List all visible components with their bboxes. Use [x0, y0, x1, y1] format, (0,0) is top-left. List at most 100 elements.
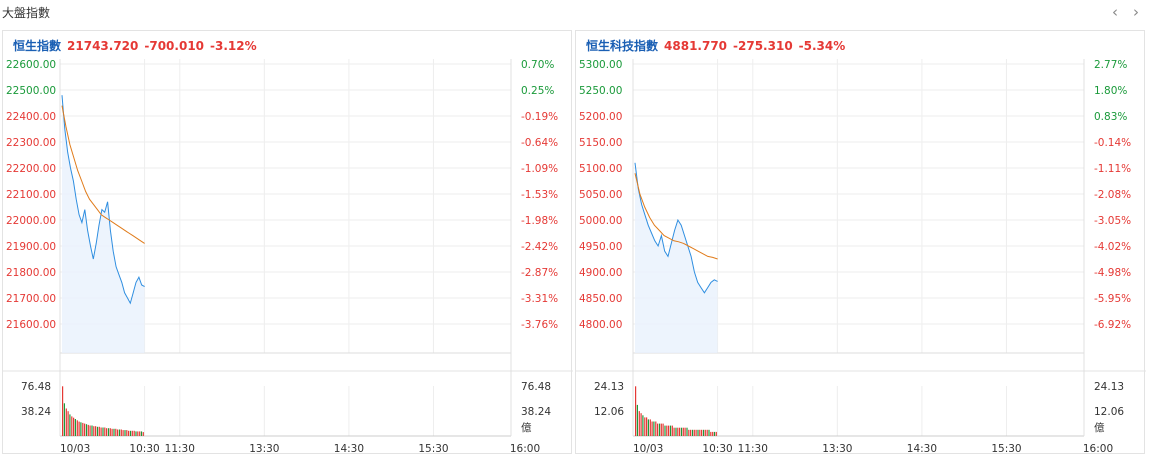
volume-bar	[642, 415, 644, 436]
page-title: 大盤指數	[2, 6, 51, 20]
price-axis-label: 4900.00	[579, 267, 622, 279]
time-axis-label: 11:30	[165, 443, 195, 455]
volume-bar	[677, 427, 679, 436]
volume-bar	[686, 427, 688, 436]
pct-axis-label: -4.98%	[1094, 267, 1131, 279]
volume-bar	[117, 429, 119, 436]
volume-bar	[688, 429, 690, 436]
volume-axis-label: 76.48	[521, 381, 551, 393]
price-axis-label: 21700.00	[6, 293, 56, 305]
pct-axis-label: 1.80%	[1094, 85, 1127, 97]
volume-bar	[684, 427, 686, 436]
volume-unit-label: 億	[521, 421, 532, 434]
time-axis-label: 10:30	[702, 443, 732, 455]
pct-axis-label: -2.08%	[1094, 189, 1131, 201]
index-panel-hstech[interactable]: 恒生科技指數 4881.770 -275.310 -5.34% 5300.00 2.77…	[575, 30, 1146, 455]
price-axis-label: 22400.00	[6, 111, 56, 123]
price-axis-label: 5150.00	[579, 137, 622, 149]
index-change-pct: -5.34%	[798, 39, 846, 53]
volume-bar	[69, 414, 71, 436]
volume-bar	[660, 423, 662, 436]
volume-bar	[131, 430, 133, 436]
time-axis-label: 13:30	[822, 443, 852, 455]
volume-bar	[664, 425, 666, 436]
price-axis-label: 4800.00	[579, 319, 622, 331]
volume-bar	[702, 429, 705, 436]
volume-bar	[668, 425, 670, 436]
volume-bar	[635, 386, 637, 436]
price-line	[61, 95, 145, 305]
volume-bar	[139, 431, 141, 436]
volume-bar	[126, 430, 128, 436]
time-axis-label: 10/03	[60, 443, 90, 455]
pct-axis-label: -4.02%	[1094, 241, 1131, 253]
pct-axis-label: -5.95%	[1094, 293, 1131, 305]
volume-bar	[662, 423, 664, 436]
volume-bar	[65, 408, 67, 436]
volume-bar	[644, 417, 646, 436]
volume-bar	[140, 431, 143, 436]
price-axis-label: 21900.00	[6, 241, 56, 253]
pct-axis-label: 0.25%	[521, 85, 554, 97]
pct-axis-label: 0.70%	[521, 59, 554, 71]
volume-bar	[102, 427, 104, 436]
price-axis-label: 5300.00	[579, 59, 622, 71]
volume-bar	[655, 421, 657, 436]
next-arrow-icon[interactable]: ›	[1133, 3, 1139, 21]
pct-axis-label: -2.42%	[521, 241, 558, 253]
volume-bar	[96, 426, 99, 436]
price-axis-label: 22100.00	[6, 189, 56, 201]
volume-bar	[647, 419, 649, 436]
price-axis-label: 22300.00	[6, 137, 56, 149]
volume-bar	[704, 429, 706, 436]
index-quote: 恒生科技指數 4881.770 -275.310 -5.34%	[586, 37, 845, 54]
pct-axis-label: 0.83%	[1094, 111, 1127, 123]
volume-bar	[93, 426, 95, 436]
price-axis-label: 4950.00	[579, 241, 622, 253]
price-axis-label: 4850.00	[579, 293, 622, 305]
price-axis-label: 21800.00	[6, 267, 56, 279]
index-chart[interactable]: 22600.00 0.70% 22500.00 0.25% 22400.00 -0.19%…	[3, 31, 573, 455]
prev-arrow-icon[interactable]: ‹	[1112, 3, 1118, 21]
volume-bar	[135, 431, 137, 436]
average-line	[634, 173, 718, 260]
index-chart[interactable]: 5300.00 2.77% 5250.00 1.80% 5200.00 0.83% 5150…	[576, 31, 1146, 455]
volume-bar	[679, 427, 681, 436]
average-line	[61, 105, 145, 244]
index-name[interactable]: 恒生指數	[13, 39, 62, 53]
volume-bar	[675, 427, 677, 436]
volume-bar	[124, 430, 126, 436]
index-name[interactable]: 恒生科技指數	[586, 39, 659, 53]
volume-bar	[118, 429, 121, 436]
volume-bar	[115, 428, 117, 436]
volume-bar	[715, 431, 717, 436]
volume-bar	[128, 430, 130, 436]
volume-bar	[710, 431, 712, 436]
volume-bar	[76, 420, 78, 436]
volume-bar	[658, 423, 661, 436]
volume-bar	[651, 421, 653, 436]
volume-axis-label: 38.24	[521, 406, 551, 418]
volume-bar	[699, 429, 701, 436]
volume-axis-label: 24.13	[1094, 381, 1124, 393]
index-price: 4881.770	[664, 39, 728, 53]
time-axis-label: 11:30	[738, 443, 768, 455]
index-panel-hsi[interactable]: 恒生指數 21743.720 -700.010 -3.12% 22600.00 0.70…	[2, 30, 573, 455]
header: 大盤指數 ‹ ›	[0, 0, 1149, 26]
volume-bar	[120, 429, 122, 436]
volume-bar	[695, 429, 697, 436]
volume-bar	[95, 426, 97, 436]
time-axis-label: 16:00	[510, 443, 540, 455]
pct-axis-label: -1.11%	[1094, 163, 1131, 175]
time-axis-label: 13:30	[249, 443, 279, 455]
volume-bar	[107, 428, 110, 436]
volume-axis-label: 12.06	[594, 406, 624, 418]
volume-bar	[697, 429, 699, 436]
price-area-fill	[635, 162, 718, 353]
volume-bar	[142, 432, 144, 436]
volume-bar	[80, 422, 82, 436]
volume-bar	[104, 427, 106, 436]
time-axis-label: 10/03	[633, 443, 663, 455]
volume-bar	[98, 426, 100, 436]
time-axis-label: 16:00	[1083, 443, 1113, 455]
